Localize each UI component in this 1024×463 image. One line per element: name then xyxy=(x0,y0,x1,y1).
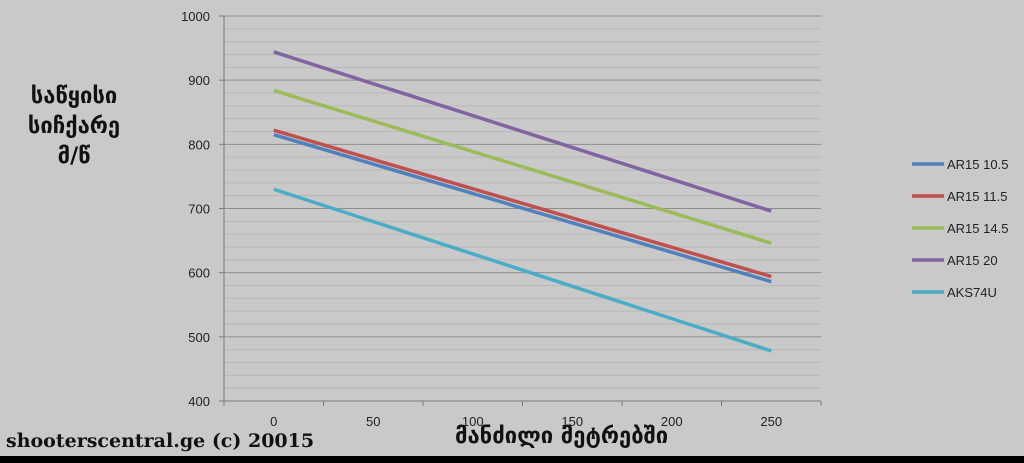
y-tick-label: 600 xyxy=(188,266,210,281)
y-tick-label: 1000 xyxy=(181,9,210,24)
x-tick-label: 200 xyxy=(661,414,683,429)
y-tick-label: 900 xyxy=(188,73,210,88)
x-tick-label: 50 xyxy=(366,414,380,429)
x-tick-label: 0 xyxy=(270,414,277,429)
series-line xyxy=(273,50,772,213)
series-line xyxy=(273,88,772,245)
y-axis-label-line: სიჩქარე xyxy=(27,114,121,139)
y-axis-label-line: საწყისი xyxy=(30,84,118,109)
x-tick-label: 250 xyxy=(760,414,782,429)
legend-entry-label: AR15 14.5 xyxy=(947,221,1008,236)
series-line xyxy=(273,187,772,353)
y-tick-label: 400 xyxy=(188,394,210,409)
series-lines xyxy=(273,50,772,353)
x-tick-label: 100 xyxy=(462,414,484,429)
y-axis-label-line: მ/წ xyxy=(57,144,91,169)
series-line xyxy=(273,133,772,284)
y-tick-label: 700 xyxy=(188,202,210,217)
series-line xyxy=(273,128,772,279)
legend-entry-label: AR15 11.5 xyxy=(947,189,1007,204)
y-axis-label: საწყისი სიჩქარე მ/წ xyxy=(14,82,134,172)
legend-entry-label: AKS74U xyxy=(947,285,997,300)
tick-labels: 400 500 600 700 800 900 1000 0 50 100 150 200 250 xyxy=(181,9,782,429)
legend: AR15 10.5 AR15 11.5 AR15 14.5 AR15 20 AKS74U xyxy=(912,157,1008,300)
legend-entry-label: AR15 20 xyxy=(947,253,998,268)
x-axis-label: მანძილი მეტრებში xyxy=(455,424,669,449)
watermark-credit: shooterscentral.ge (c) 20015 xyxy=(6,430,315,452)
x-tick-label: 150 xyxy=(561,414,583,429)
y-tick-label: 800 xyxy=(188,137,210,152)
y-tick-label: 500 xyxy=(188,330,210,345)
axes xyxy=(219,15,822,406)
grid-lines xyxy=(224,15,821,402)
legend-entry-label: AR15 10.5 xyxy=(947,157,1008,172)
